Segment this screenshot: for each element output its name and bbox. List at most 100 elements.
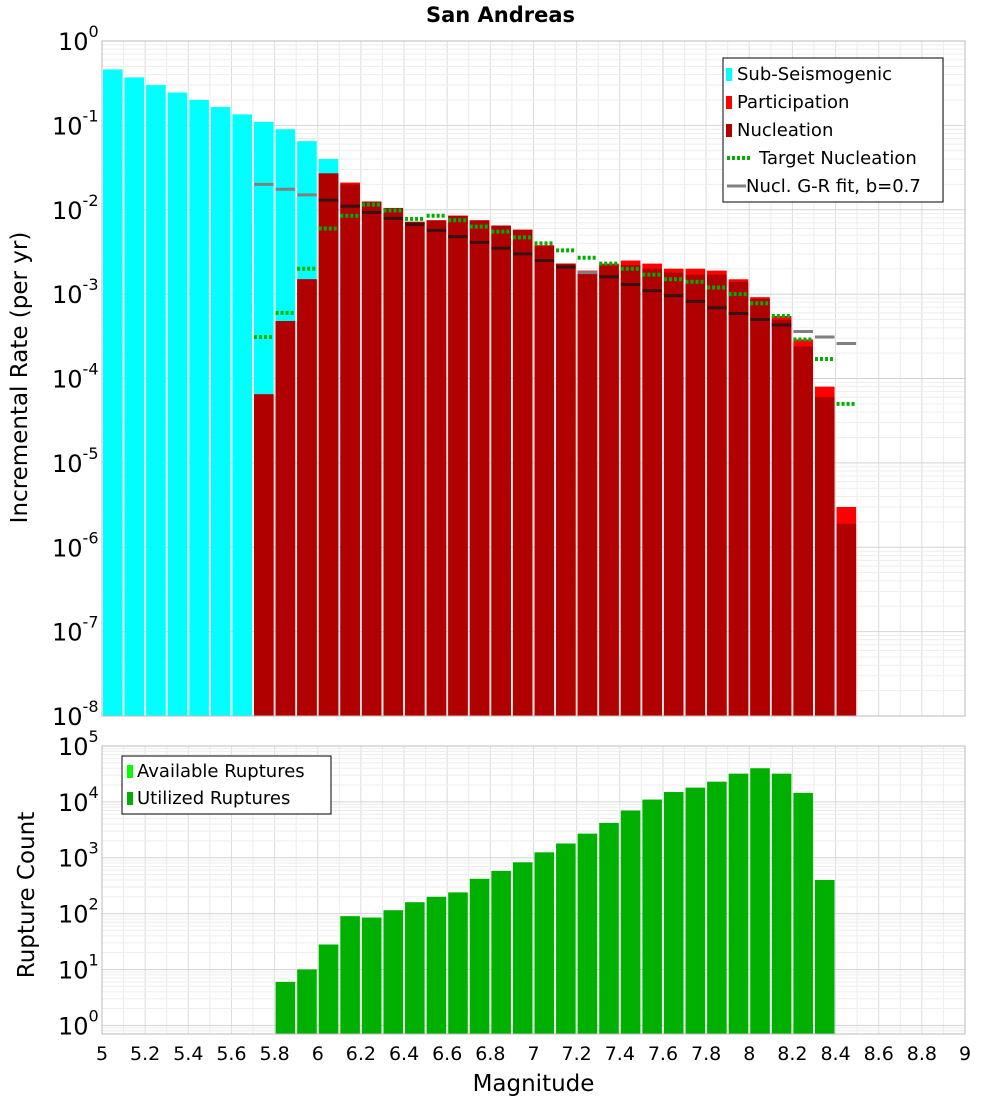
bar-sub-seismogenic [124,77,145,716]
y-tick-label: 10-1 [52,106,99,140]
x-tick-label: 7.4 [605,1043,635,1065]
bar-utilized-ruptures [275,981,296,1034]
y-axis-label-rate: Incremental Rate (per yr) [7,232,33,524]
bar-utilized-ruptures [771,773,792,1034]
bar-nucleation [405,221,425,716]
y-tick-exponent: -7 [83,613,99,632]
bar-nucleation [685,274,706,716]
bar-sub-seismogenic [103,69,123,716]
bar-nucleation [620,265,641,716]
legend-swatch [726,124,732,137]
x-tick-label: 7.6 [648,1043,678,1065]
y-tick-exponent: -5 [83,444,99,463]
y-tick-base: 10 [58,733,89,761]
bar-utilized-ruptures [707,781,727,1034]
y-tick-label: 104 [58,783,99,817]
bar-sub-seismogenic [167,92,188,716]
y-tick-exponent: 5 [89,727,99,746]
x-tick-label: 6.2 [346,1043,376,1065]
x-tick-label: 6.8 [475,1043,505,1065]
bar-nucleation [771,319,792,716]
y-tick-label: 10-3 [52,275,99,309]
top-panel-target [254,202,857,406]
bar-utilized-ruptures [620,810,641,1034]
y-tick-exponent: -4 [83,360,99,379]
bar-nucleation [534,246,555,716]
x-tick-label: 5.6 [216,1043,246,1065]
top-panel-frame [101,40,966,717]
x-tick-label: 8.2 [777,1043,807,1065]
bar-utilized-ruptures [448,892,468,1034]
legend-label: Sub-Seismogenic [737,64,892,85]
chart-title: San Andreas [426,3,575,27]
bar-utilized-ruptures [728,773,749,1034]
y-tick-base: 10 [52,281,83,309]
x-tick-label: 6.4 [389,1043,419,1065]
y-tick-label: 100 [58,22,99,56]
legend-bottom: Available Ruptures Utilized Ruptures [121,755,332,815]
y-tick-base: 10 [52,366,83,394]
bar-utilized-ruptures [491,870,511,1034]
bar-utilized-ruptures [361,917,382,1034]
bar-utilized-ruptures [318,944,339,1034]
bar-nucleation [814,397,835,716]
legend-bottom-box [121,755,332,815]
x-tick-labels: 5 5.2 5.4 5.6 5.8 6 6.2 6.4 6.6 6.8 7 7.2 7.4 7.6 7.8 8… [96,1043,971,1065]
bar-sub-seismogenic [232,114,253,716]
bar-utilized-ruptures [663,792,684,1034]
top-panel-bars [103,69,857,717]
legend-label: Utilized Ruptures [137,788,290,809]
bar-utilized-ruptures [405,902,425,1034]
y-tick-label: 100 [58,1006,99,1040]
y-tick-exponent: 4 [89,783,99,802]
bar-utilized-ruptures [512,862,533,1034]
bar-utilized-ruptures [577,833,598,1034]
bar-nucleation [318,173,339,716]
y-tick-base: 10 [58,901,89,929]
y-tick-base: 10 [58,956,89,984]
bar-utilized-ruptures [383,910,404,1034]
x-tick-label: 7 [527,1043,539,1065]
y-tick-exponent: 0 [89,22,99,41]
y-axis-label-count: Rupture Count [14,812,40,978]
y-tick-label: 10-5 [52,444,99,478]
x-tick-label: 7.2 [562,1043,592,1065]
bar-nucleation [556,263,576,716]
y-tick-exponent: 2 [89,895,99,914]
bottom-panel-bars [275,768,835,1034]
x-axis-label: Magnitude [473,1071,595,1097]
bar-nucleation [491,225,511,716]
y-tick-base: 10 [58,1012,89,1040]
legend-label: Nucl. G-R fit, b=0.7 [746,176,921,197]
bar-nucleation [254,394,274,716]
bar-sub-seismogenic [210,107,231,717]
y-tick-exponent: -3 [83,275,99,294]
x-tick-label: 8.4 [820,1043,850,1065]
y-tick-base: 10 [52,197,83,225]
x-tick-label: 7.8 [691,1043,721,1065]
y-tick-base: 10 [52,619,83,647]
y-tick-label: 10-6 [52,528,99,562]
y-tick-label: 10-2 [52,191,99,225]
y-tick-label: 10-8 [52,697,99,731]
y-tick-label: 10-4 [52,360,99,394]
legend-swatch [726,96,732,109]
bar-nucleation [707,274,727,716]
legend-label: Participation [737,92,849,113]
legend-top: Sub-Seismogenic Participation Nucleation Ta… [722,57,944,203]
y-tick-exponent: 0 [89,1006,99,1025]
bar-nucleation [642,268,662,716]
legend-top-box [722,57,944,203]
bar-utilized-ruptures [685,787,706,1034]
x-tick-label: 5.2 [130,1043,160,1065]
x-tick-label: 5 [96,1043,108,1065]
y-tick-base: 10 [52,450,83,478]
top-panel-gr-fit [254,182,857,345]
y-tick-exponent: -8 [83,697,99,716]
y-tick-base: 10 [52,112,83,140]
y-tick-exponent: -6 [83,528,99,547]
bar-nucleation [836,523,857,716]
y-tick-exponent: 3 [89,839,99,858]
bar-utilized-ruptures [793,792,813,1034]
